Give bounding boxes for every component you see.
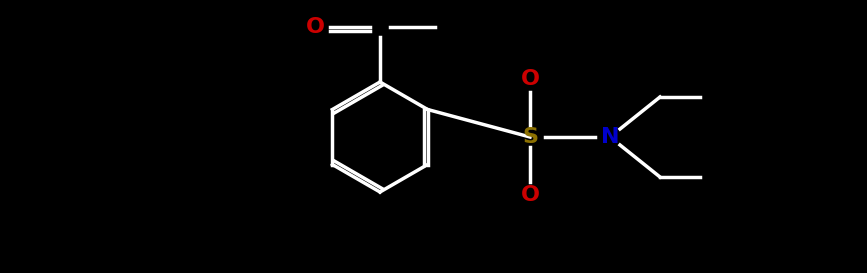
Text: O: O <box>305 17 324 37</box>
Text: O: O <box>520 69 539 89</box>
Text: N: N <box>601 127 619 147</box>
Text: O: O <box>520 185 539 205</box>
Text: S: S <box>522 127 538 147</box>
